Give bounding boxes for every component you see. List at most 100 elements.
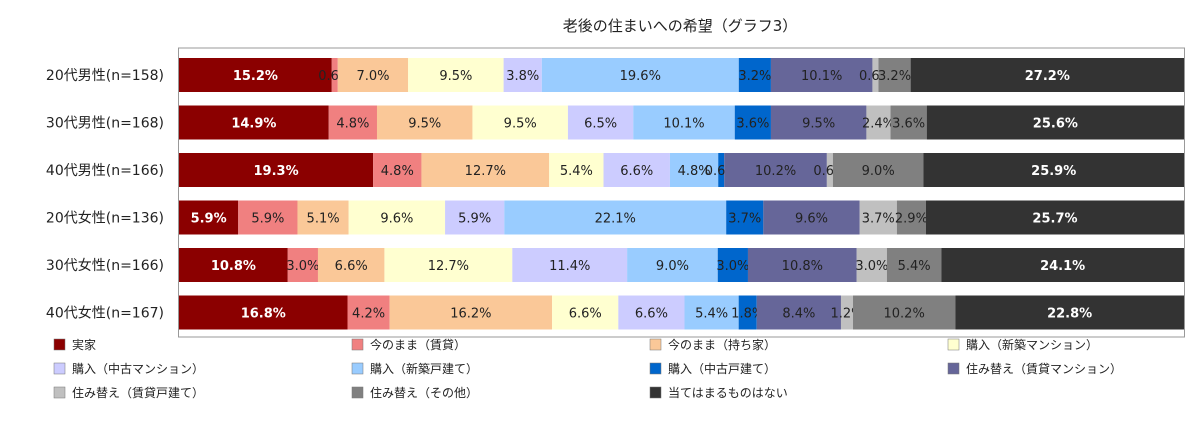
legend-swatch xyxy=(53,386,66,399)
legend-swatch xyxy=(649,338,662,351)
bar-segment xyxy=(408,58,504,92)
data-label: 5.4% xyxy=(695,307,728,322)
data-label: 3.7% xyxy=(728,212,761,227)
data-label: 5.9% xyxy=(458,212,491,227)
legend-swatch xyxy=(351,386,364,399)
bar-segment xyxy=(684,295,739,330)
data-label: 25.7% xyxy=(1032,212,1077,227)
bar-segment xyxy=(337,58,409,92)
bar-segment xyxy=(376,105,473,140)
bar-segment xyxy=(747,248,857,282)
data-label: 16.8% xyxy=(241,307,286,322)
legend-label: 当てはまるものはない xyxy=(668,386,788,400)
data-label: 19.3% xyxy=(254,164,299,179)
data-label: 9.6% xyxy=(380,212,413,227)
data-label: 2.9% xyxy=(895,212,928,227)
data-label: 10.1% xyxy=(663,117,704,132)
data-label: 15.2% xyxy=(233,69,278,84)
data-label: 22.8% xyxy=(1047,307,1092,322)
legend-swatch xyxy=(649,362,662,375)
data-label: 6.6% xyxy=(335,259,368,274)
bar-segment xyxy=(738,58,771,92)
data-label: 5.9% xyxy=(191,212,227,227)
bar-segment xyxy=(763,200,860,235)
data-label: 10.8% xyxy=(211,259,256,274)
bar-segment xyxy=(347,295,390,330)
data-label: 9.6% xyxy=(795,212,828,227)
data-label: 5.4% xyxy=(898,259,931,274)
bar-segment xyxy=(421,153,550,187)
data-label: 10.1% xyxy=(801,69,842,84)
bar-segment xyxy=(287,248,318,282)
data-label: 3.2% xyxy=(878,69,911,84)
bar-segment xyxy=(179,58,332,92)
data-label: 27.2% xyxy=(1025,69,1070,84)
legend-swatch xyxy=(351,338,364,351)
data-label: 5.1% xyxy=(307,212,340,227)
data-label: 12.7% xyxy=(465,164,506,179)
legend-label: 実家 xyxy=(72,337,96,352)
data-label: 12.7% xyxy=(428,259,469,274)
bar-segment xyxy=(756,295,841,330)
bar-segment xyxy=(504,200,727,235)
bar-segment xyxy=(878,58,911,92)
bar-segment xyxy=(872,58,879,92)
legend-label: 今のまま（持ち家） xyxy=(668,337,776,352)
bar-segment xyxy=(941,248,1184,282)
bar-segment xyxy=(384,248,513,282)
bar-segment xyxy=(896,200,926,235)
chart-title: 老後の住まいへの希望（グラフ3） xyxy=(563,17,798,35)
legend-label: 住み替え（賃貸戸建て） xyxy=(72,385,204,400)
bar-segment xyxy=(179,200,239,235)
bar-segment xyxy=(770,105,867,140)
data-label: 16.2% xyxy=(450,307,491,322)
bar-segment xyxy=(925,200,1184,235)
data-label: 4.8% xyxy=(381,164,414,179)
bar-segment xyxy=(179,295,348,330)
bar-segment xyxy=(179,248,288,282)
bar-segment xyxy=(669,153,719,187)
data-label: 25.6% xyxy=(1033,117,1078,132)
data-label: 4.8% xyxy=(678,164,711,179)
data-label: 6.6% xyxy=(569,307,602,322)
bar-segment xyxy=(770,58,873,92)
data-label: 2.4% xyxy=(862,117,895,132)
legend-label: 購入（新築マンション） xyxy=(966,337,1098,352)
data-label: 24.1% xyxy=(1040,259,1085,274)
data-label: 3.0% xyxy=(286,259,319,274)
bar-segment xyxy=(633,105,735,140)
bar-segment xyxy=(724,153,827,187)
row-labels-group: 20代男性(n=158) 30代男性(n=168) 40代男性(n=166) 20代女… xyxy=(46,68,164,322)
row-label: 40代男性(n=166) xyxy=(46,163,164,179)
bar-segment xyxy=(618,295,685,330)
bar-segment xyxy=(718,153,725,187)
bar-segment xyxy=(856,248,887,282)
legend-swatch xyxy=(53,338,66,351)
bar-segment xyxy=(317,248,385,282)
data-label: 3.0% xyxy=(716,259,749,274)
row-label: 20代女性(n=136) xyxy=(46,210,164,227)
data-label: 6.6% xyxy=(620,164,653,179)
bar-segment xyxy=(826,153,833,187)
bar-segment xyxy=(866,105,891,140)
bar-segment xyxy=(859,200,897,235)
row-label: 20代男性(n=158) xyxy=(46,68,164,84)
data-label: 4.2% xyxy=(352,307,385,322)
data-label: 9.5% xyxy=(439,69,472,84)
bar-segment xyxy=(832,153,924,187)
plot-frame xyxy=(178,47,1185,338)
bar-segment xyxy=(549,153,604,187)
data-label: 10.2% xyxy=(884,307,925,322)
bar-segment xyxy=(840,295,854,330)
data-label: 3.0% xyxy=(855,259,888,274)
data-label: 9.0% xyxy=(656,259,689,274)
bar-segment xyxy=(503,58,542,92)
data-label: 4.8% xyxy=(336,117,369,132)
data-label: 19.6% xyxy=(620,69,661,84)
data-label: 3.8% xyxy=(506,69,539,84)
bar-segment xyxy=(472,105,568,140)
bar-segment xyxy=(726,200,764,235)
legend-swatch xyxy=(947,338,960,351)
legend-label: 購入（中古戸建て） xyxy=(668,361,776,376)
legend-swatch xyxy=(53,362,66,375)
